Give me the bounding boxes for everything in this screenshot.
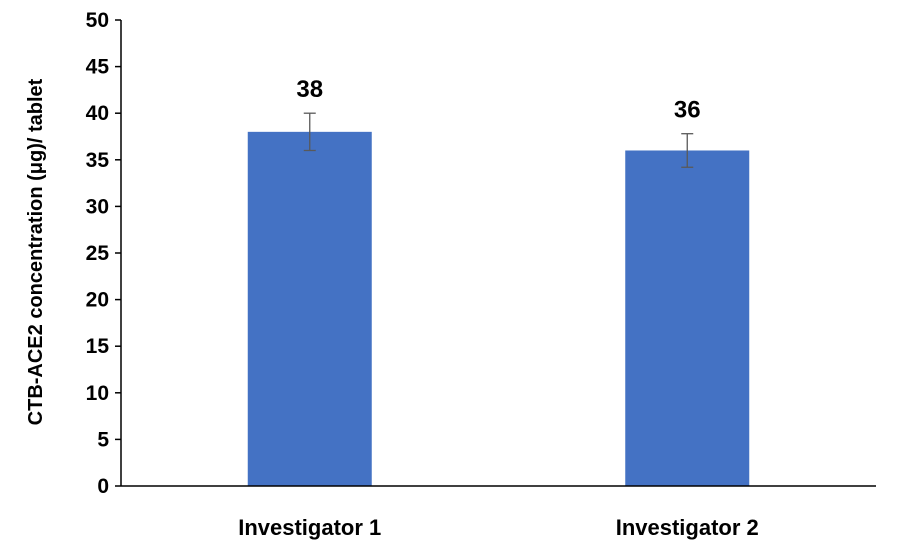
x-axis: Investigator 1 Investigator 2 [238,515,759,540]
y-tick-label: 5 [97,428,109,451]
y-tick-label: 15 [86,335,110,358]
x-tick-label: Investigator 1 [238,515,381,540]
y-tick-label: 40 [86,102,109,125]
bar [247,131,372,486]
y-tick-label: 0 [97,475,109,498]
data-label: 38 [296,76,323,103]
y-tick-label: 20 [86,289,109,312]
bar [625,150,750,487]
data-label: 36 [674,97,701,124]
y-tick-label: 45 [86,56,110,79]
y-axis: 0 5 10 15 20 25 30 35 40 45 50 [86,9,121,498]
y-tick-label: 35 [86,149,110,172]
y-tick-label: 25 [86,242,110,265]
y-tick-label: 30 [86,195,109,218]
axes [120,20,876,487]
x-tick-label: Investigator 2 [616,515,759,540]
y-tick-label: 10 [86,382,109,405]
y-tick-label: 50 [86,9,109,32]
y-axis-label: CTB-ACE2 concentration (μg)/ tablet [25,78,47,425]
bars: 38 36 [247,76,750,487]
